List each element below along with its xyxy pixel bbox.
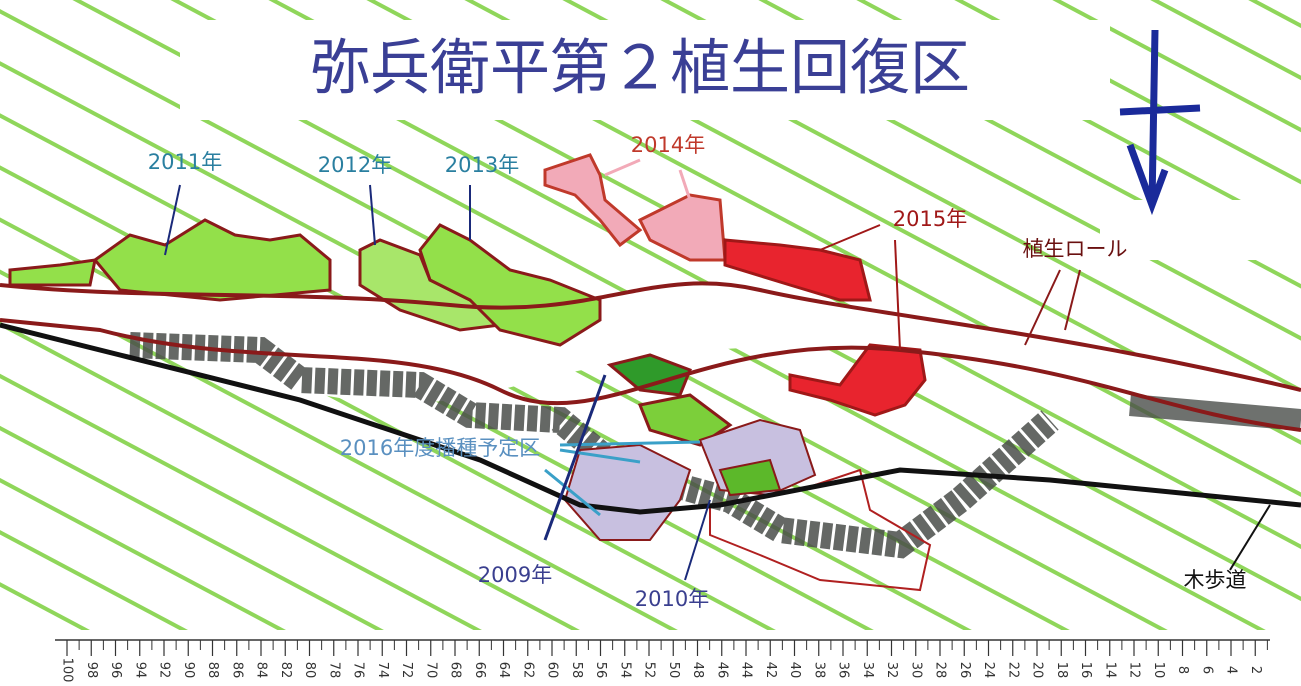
area-2015 xyxy=(723,238,872,302)
scale-label: 22 xyxy=(1005,662,1020,679)
label: 2012年 xyxy=(318,153,392,177)
scale-label: 94 xyxy=(132,662,147,679)
label: 植生ロール xyxy=(1023,237,1128,261)
scale-label: 30 xyxy=(908,662,923,679)
scale-label: 64 xyxy=(496,662,511,679)
scale-label: 66 xyxy=(472,662,487,679)
scale-label: 34 xyxy=(860,662,875,679)
scale-label: 78 xyxy=(326,662,341,679)
scale-label: 100 xyxy=(60,658,75,683)
old-trail xyxy=(1129,394,1301,431)
scale-label: 8 xyxy=(1175,666,1190,674)
leader xyxy=(544,440,701,517)
label: 2010年 xyxy=(635,587,709,611)
leader xyxy=(369,184,376,246)
vegetation-roll xyxy=(0,281,1301,392)
scale-label: 38 xyxy=(811,662,826,679)
scale-label: 4 xyxy=(1224,666,1239,674)
leader xyxy=(819,224,901,351)
area-2009 xyxy=(718,458,782,497)
area-2011 xyxy=(92,218,332,302)
walkway xyxy=(0,322,1301,515)
label: 2014年 xyxy=(631,133,705,157)
label: 2009年 xyxy=(478,563,552,587)
scale-label: 36 xyxy=(836,662,851,679)
boundary xyxy=(709,468,932,592)
scale-label: 80 xyxy=(302,662,317,679)
scale-label: 72 xyxy=(399,662,414,679)
scale-label: 98 xyxy=(84,662,99,679)
scale-label: 84 xyxy=(254,662,269,679)
title: 弥兵衛平第２植生回復区 xyxy=(310,34,970,104)
scale-label: 56 xyxy=(593,662,608,679)
label: 2011年 xyxy=(148,150,222,174)
scale-label: 42 xyxy=(763,662,778,679)
scale-label: 20 xyxy=(1030,662,1045,679)
scale-label: 12 xyxy=(1127,662,1142,679)
scale-label: 28 xyxy=(933,662,948,679)
scale-label: 18 xyxy=(1054,662,1069,679)
label: 2016年度播種予定区 xyxy=(340,436,540,460)
scale-label: 86 xyxy=(229,662,244,679)
title-bg xyxy=(180,20,1110,120)
leader xyxy=(684,499,711,581)
scale-label: 60 xyxy=(545,662,560,679)
label: 木歩道 xyxy=(1184,568,1247,592)
scale-label: 76 xyxy=(351,662,366,679)
leader xyxy=(604,158,692,201)
scale-label: 2 xyxy=(1248,666,1263,674)
vegetation-roll xyxy=(0,318,1301,432)
scale-label: 74 xyxy=(375,662,390,679)
label-bg xyxy=(1100,200,1301,260)
scale-label: 14 xyxy=(1102,662,1117,679)
scale-label: 90 xyxy=(181,662,196,679)
scale-label: 40 xyxy=(787,662,802,679)
area-2016 xyxy=(563,443,692,541)
scale-label: 58 xyxy=(569,662,584,679)
scale-label: 54 xyxy=(617,662,632,679)
leader xyxy=(1229,504,1271,571)
scale-label: 82 xyxy=(278,662,293,679)
area-2013 xyxy=(418,223,602,347)
label: 2015年 xyxy=(893,207,967,231)
scale-label: 50 xyxy=(666,662,681,679)
scale-label: 46 xyxy=(714,662,729,679)
leader xyxy=(164,184,181,256)
scale-label: 68 xyxy=(448,662,463,679)
area-2015 xyxy=(788,343,927,417)
scale-label: 10 xyxy=(1151,662,1166,679)
north-arrow xyxy=(1119,29,1201,216)
scale-label: 32 xyxy=(884,662,899,679)
scale-label: 70 xyxy=(423,662,438,679)
scale-label: 6 xyxy=(1199,666,1214,674)
scale-label: 62 xyxy=(520,662,535,679)
label: 2013年 xyxy=(445,153,519,177)
scale-label: 44 xyxy=(739,662,754,679)
area-west xyxy=(8,258,97,287)
area-2010 xyxy=(606,353,692,397)
scale-label: 48 xyxy=(690,662,705,679)
scale-label: 24 xyxy=(981,662,996,679)
leader xyxy=(543,374,607,541)
area-2014 xyxy=(543,153,643,248)
scale-label: 52 xyxy=(642,662,657,679)
scale-label: 88 xyxy=(205,662,220,679)
leaders xyxy=(164,158,1271,581)
scale-label: 16 xyxy=(1078,662,1093,679)
scale-label: 26 xyxy=(957,662,972,679)
scale-label: 96 xyxy=(108,662,123,679)
leader xyxy=(1024,269,1081,346)
scale-label: 92 xyxy=(157,662,172,679)
